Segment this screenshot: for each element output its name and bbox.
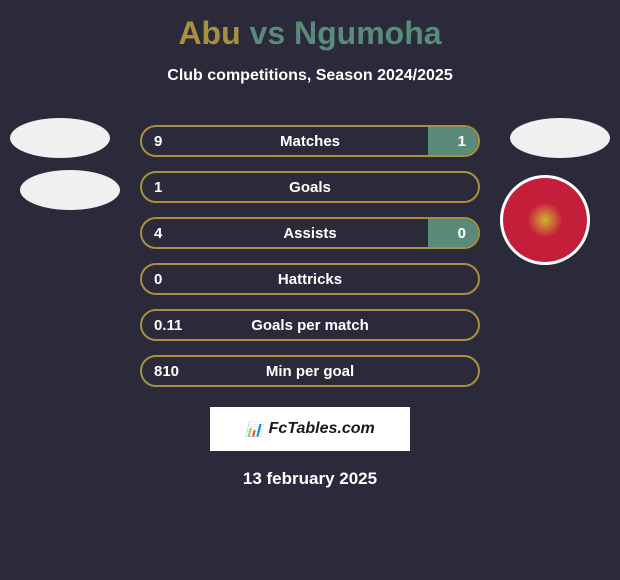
stat-bar: 1 Goals [140,171,480,203]
stat-label: Goals [289,179,331,196]
stat-label: Min per goal [266,363,354,380]
stat-label: Hattricks [278,271,342,288]
player2-avatar [510,118,610,158]
stat-value-left: 810 [154,363,179,380]
subtitle: Club competitions, Season 2024/2025 [10,67,610,85]
player2-name: Ngumoha [294,15,442,51]
stat-label: Matches [280,133,340,150]
stat-label: Assists [283,225,336,242]
stat-fill-right [428,127,478,155]
stat-value-left: 9 [154,133,162,150]
stat-value-left: 4 [154,225,162,242]
stat-label: Goals per match [251,317,369,334]
stat-bar: 9 Matches 1 [140,125,480,157]
player1-name: Abu [178,15,240,51]
stat-bar: 0 Hattricks [140,263,480,295]
stat-value-left: 0.11 [154,317,182,334]
stat-value-left: 1 [154,179,162,196]
stat-value-right: 1 [458,133,466,150]
brand-text: FcTables.com [269,420,375,438]
player1-avatar [10,118,110,158]
stat-value-left: 0 [154,271,162,288]
comparison-title: Abu vs Ngumoha [10,15,610,52]
footer-date: 13 february 2025 [10,469,610,489]
stat-fill-right [428,219,478,247]
stat-bar: 810 Min per goal [140,355,480,387]
vs-text: vs [250,15,286,51]
player2-club-badge [500,175,590,265]
stat-value-right: 0 [458,225,466,242]
stat-bar: 4 Assists 0 [140,217,480,249]
player1-club-badge [20,170,120,210]
chart-icon: 📊 [245,421,262,438]
brand-badge: 📊 FcTables.com [210,407,410,451]
stat-bar: 0.11 Goals per match [140,309,480,341]
